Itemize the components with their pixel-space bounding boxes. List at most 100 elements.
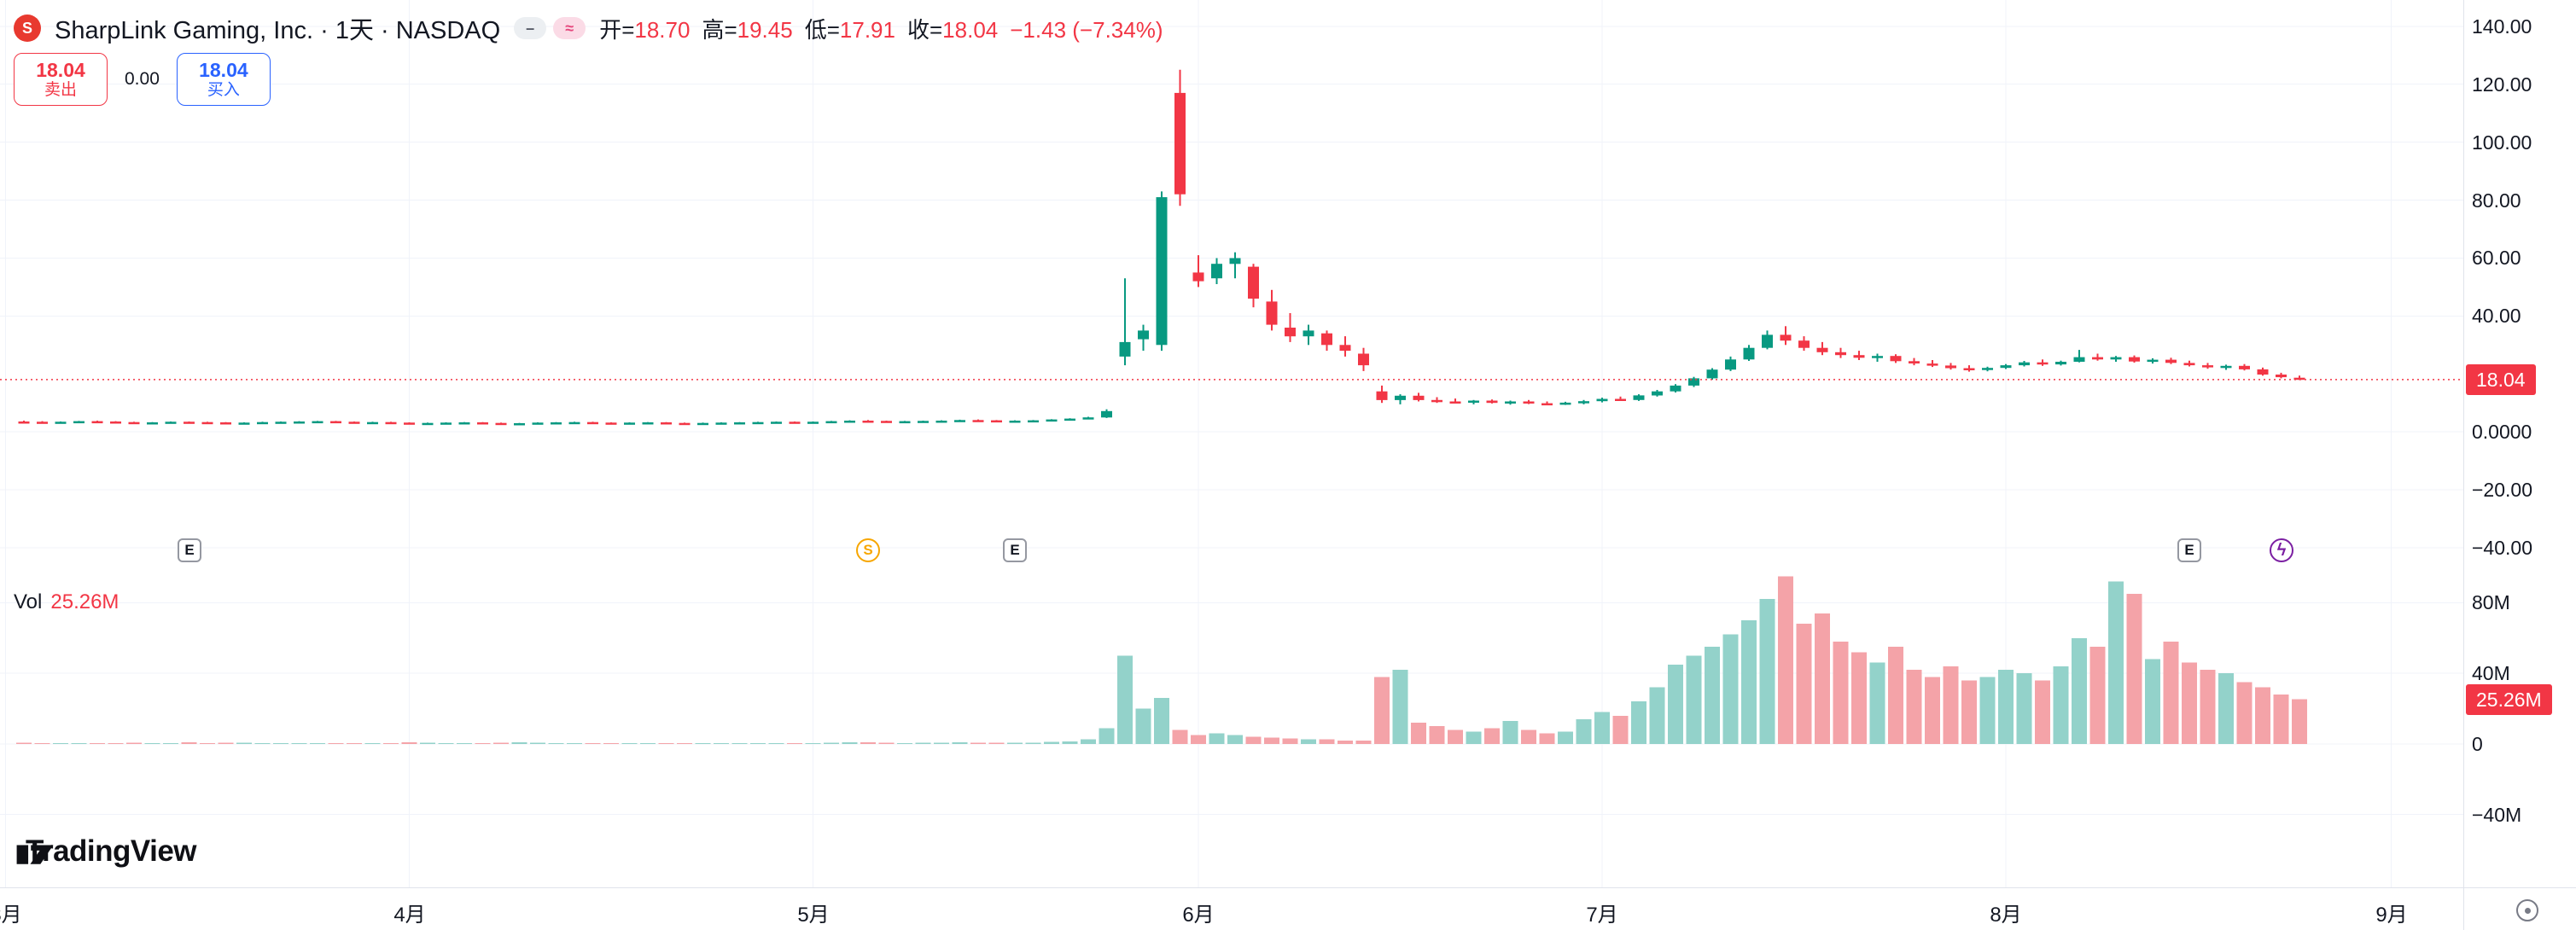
tradingview-watermark[interactable]: TradingView bbox=[15, 834, 197, 869]
volume-bar bbox=[90, 743, 105, 745]
candle-body bbox=[1248, 266, 1259, 299]
candle-body bbox=[1009, 421, 1021, 423]
candle-body bbox=[91, 421, 103, 424]
candle-body bbox=[1762, 334, 1773, 348]
volume-bar bbox=[2236, 682, 2253, 744]
volume-indicator-label[interactable]: Vol bbox=[14, 590, 43, 613]
volume-bar bbox=[585, 742, 601, 744]
volume-bar bbox=[1759, 599, 1775, 744]
volume-bar bbox=[2163, 641, 2179, 744]
candle-body bbox=[1816, 347, 1828, 352]
volume-bar bbox=[1154, 698, 1169, 744]
sell-label: 卖出 bbox=[44, 81, 77, 100]
price-tick-label: −20.00 bbox=[2472, 479, 2532, 501]
volume-bar bbox=[1906, 670, 1922, 744]
volume-bar bbox=[1282, 738, 1298, 744]
candle-body bbox=[1358, 353, 1369, 366]
candle-body bbox=[1872, 356, 1883, 358]
event-marker-e[interactable]: E bbox=[1003, 538, 1027, 562]
volume-bar bbox=[383, 742, 399, 744]
symbol-logo[interactable]: S bbox=[14, 15, 41, 42]
price-tick-label: 40.00 bbox=[2472, 305, 2521, 327]
volume-bar bbox=[1301, 739, 1316, 744]
time-axis-month-label: 3月 bbox=[0, 904, 22, 927]
candle-body bbox=[881, 421, 892, 423]
candle-body bbox=[1652, 391, 1663, 396]
candle-style-toggle-icon[interactable]: – bbox=[514, 17, 547, 39]
candle-body bbox=[2202, 365, 2213, 368]
volume-bar bbox=[144, 742, 160, 744]
volume-bar bbox=[1135, 708, 1151, 744]
candle-body bbox=[1303, 330, 1314, 337]
sell-button[interactable]: 18.04 卖出 bbox=[14, 53, 108, 106]
candle-body bbox=[422, 422, 434, 426]
candle-body bbox=[201, 421, 213, 425]
candle-body bbox=[2147, 359, 2159, 363]
buy-button[interactable]: 18.04 买入 bbox=[176, 53, 271, 106]
volume-bar bbox=[310, 742, 325, 744]
change-readout: −1.43 (−7.34%) bbox=[1010, 16, 1163, 43]
candle-body bbox=[458, 422, 470, 425]
volume-bar bbox=[787, 742, 802, 744]
volume-bar bbox=[1227, 735, 1243, 744]
candle-body bbox=[624, 422, 635, 425]
volume-bar bbox=[860, 742, 876, 744]
volume-bar bbox=[2126, 594, 2142, 744]
candle-body bbox=[807, 421, 819, 424]
candle-body bbox=[1192, 272, 1204, 282]
volume-series bbox=[16, 576, 2307, 745]
candle-body bbox=[1890, 356, 1902, 362]
wave-style-toggle-icon[interactable]: ≈ bbox=[553, 17, 586, 39]
candle-body bbox=[825, 421, 837, 424]
candle-body bbox=[1670, 385, 1681, 392]
timezone-settings-icon[interactable] bbox=[2516, 899, 2538, 921]
volume-bar bbox=[1998, 670, 2014, 744]
candle-body bbox=[1028, 420, 1039, 423]
candle-body bbox=[587, 421, 598, 425]
candle-body bbox=[715, 422, 727, 425]
volume-bar bbox=[1705, 647, 1720, 744]
candle-body bbox=[2220, 365, 2232, 369]
price-axis-separator[interactable] bbox=[2463, 0, 2464, 930]
ohlc-close: 收=18.04 bbox=[907, 13, 998, 44]
spread-value: 0.00 bbox=[125, 69, 160, 89]
chart-canvas[interactable] bbox=[0, 0, 2576, 887]
buy-label: 买入 bbox=[207, 81, 240, 100]
candle-body bbox=[2037, 362, 2049, 365]
event-marker-e[interactable]: E bbox=[2177, 538, 2201, 562]
candle-body bbox=[1156, 197, 1168, 346]
candle-body bbox=[752, 421, 764, 425]
volume-bar bbox=[731, 742, 748, 744]
price-tick-label: 0.0000 bbox=[2472, 421, 2532, 443]
candle-body bbox=[2165, 359, 2177, 363]
volume-bar bbox=[603, 743, 619, 745]
time-axis-month-label: 8月 bbox=[1990, 904, 2022, 927]
time-axis-separator[interactable] bbox=[0, 887, 2576, 888]
ohlc-low-label: 低= bbox=[804, 16, 840, 43]
candle-body bbox=[294, 421, 305, 424]
volume-bar bbox=[1355, 740, 1372, 744]
volume-bar bbox=[952, 742, 968, 744]
volume-bar bbox=[915, 742, 931, 744]
event-marker-e[interactable]: E bbox=[178, 538, 201, 562]
candle-body bbox=[1853, 355, 1865, 358]
event-marker-bolt-icon[interactable]: ϟ bbox=[2270, 538, 2293, 562]
volume-bar bbox=[2089, 647, 2106, 744]
candle-body bbox=[330, 421, 341, 424]
ohlc-low-value: 17.91 bbox=[839, 16, 895, 43]
time-axis-month-label: 6月 bbox=[1182, 904, 1215, 927]
candle-body bbox=[2073, 357, 2085, 362]
event-marker-s[interactable]: S bbox=[856, 538, 880, 562]
symbol-title[interactable]: SharpLink Gaming, Inc. · 1天 · NASDAQ bbox=[55, 17, 501, 44]
price-tick-label: 100.00 bbox=[2472, 131, 2532, 154]
candle-body bbox=[37, 421, 48, 424]
ohlc-close-label: 收= bbox=[906, 16, 943, 43]
candle-body bbox=[642, 422, 654, 425]
candle-body bbox=[532, 422, 544, 425]
candle-body bbox=[1559, 402, 1571, 405]
candle-body bbox=[2183, 363, 2195, 366]
candle-body bbox=[661, 422, 672, 425]
ohlc-open-label: 开= bbox=[599, 16, 635, 43]
candle-body bbox=[1046, 419, 1058, 422]
candle-body bbox=[789, 421, 801, 424]
